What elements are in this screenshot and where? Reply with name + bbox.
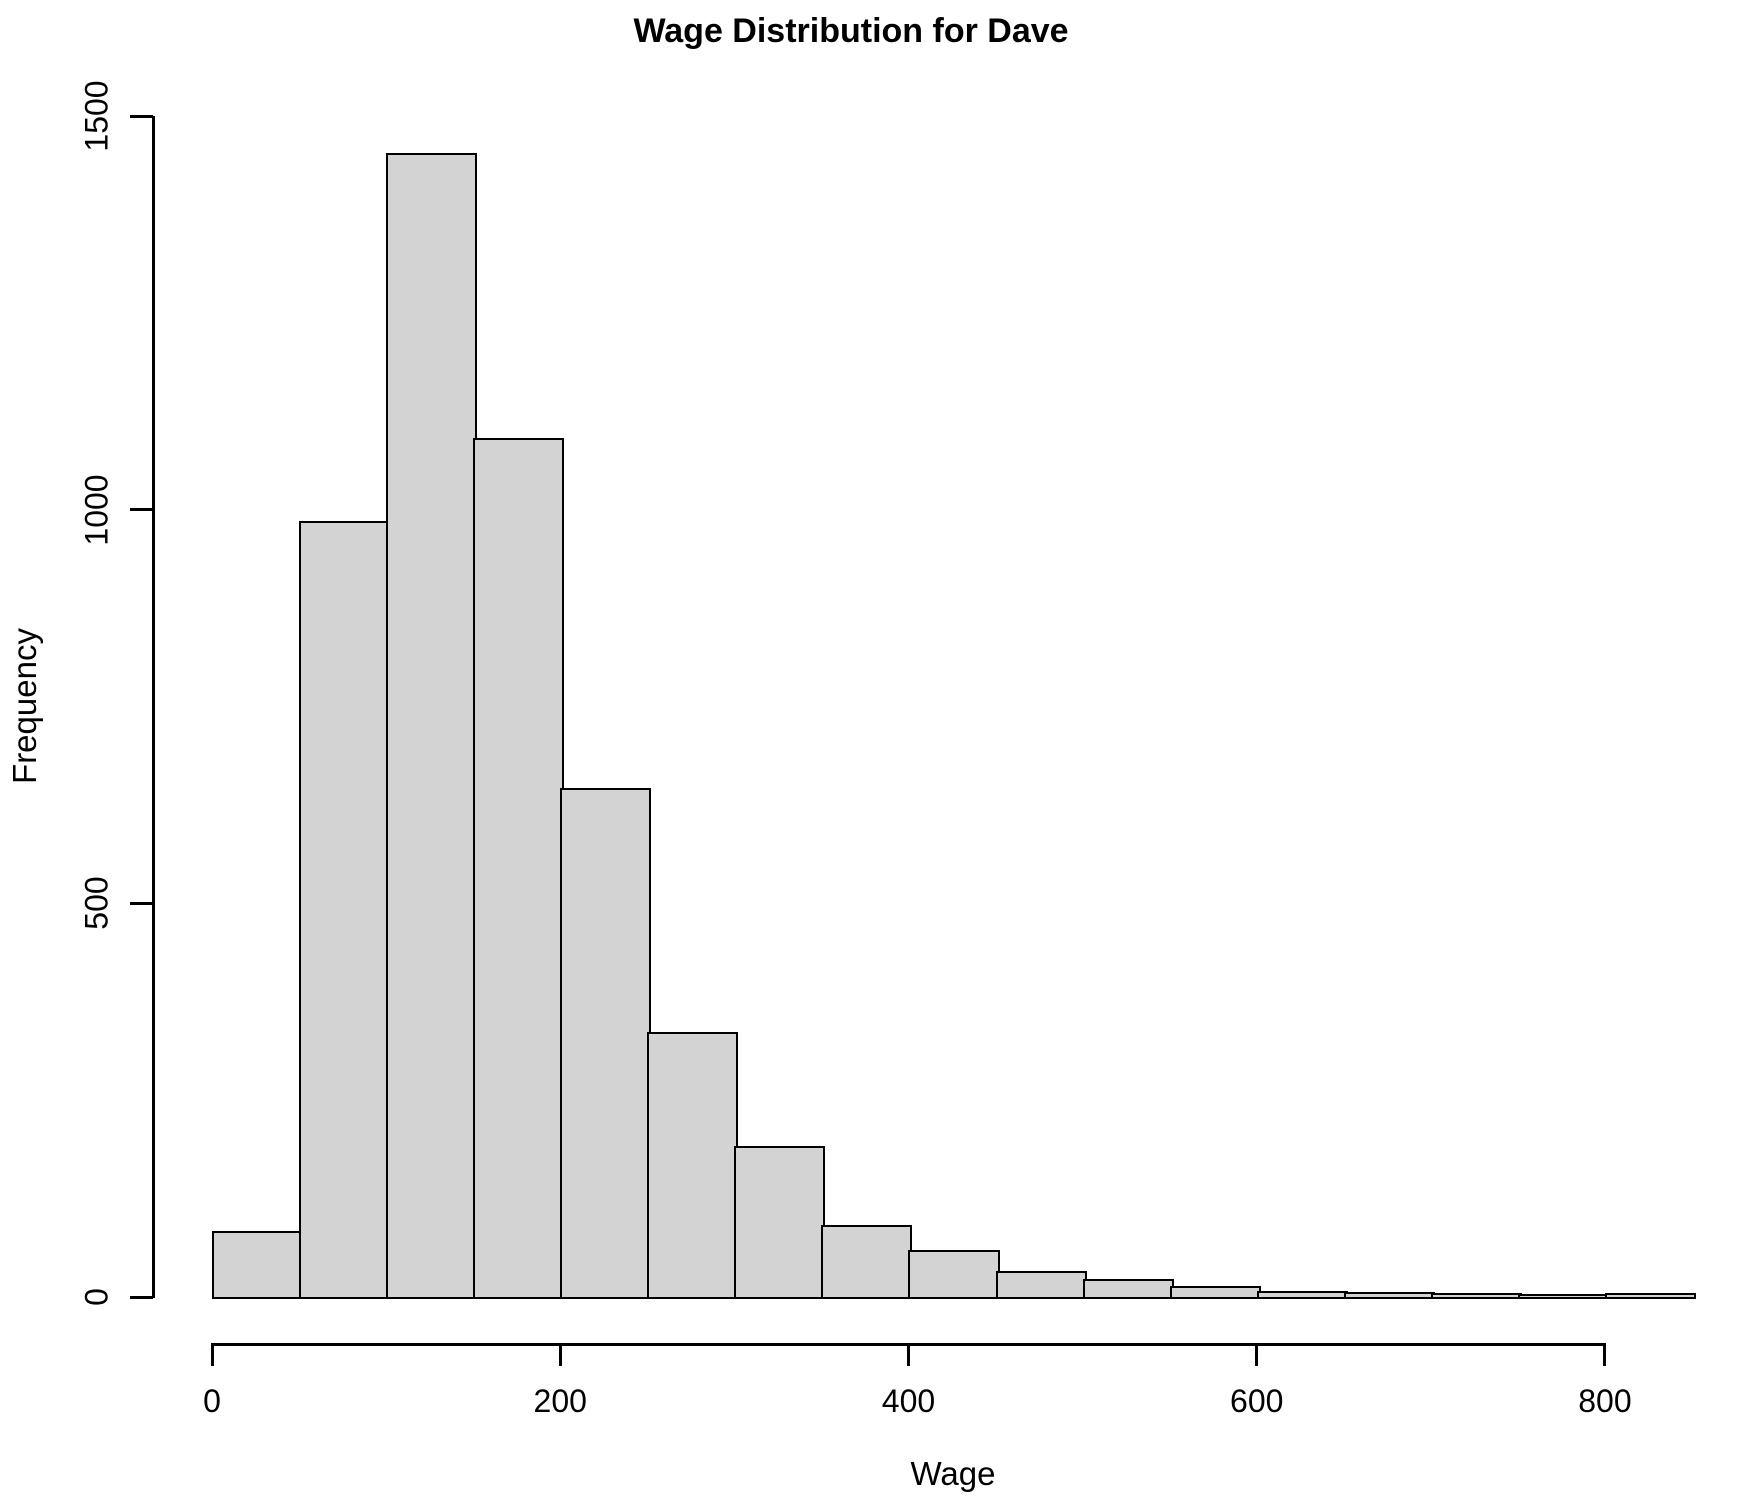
- histogram-bar: [995, 1271, 1087, 1299]
- x-tick-mark: [210, 1343, 214, 1366]
- x-tick-label: 600: [1230, 1383, 1284, 1419]
- y-tick-label: 1500: [78, 80, 115, 152]
- y-tick-mark: [130, 114, 153, 118]
- histogram-bar: [734, 1146, 826, 1299]
- histogram-bar: [386, 153, 478, 1299]
- histogram-bar: [212, 1231, 304, 1299]
- y-tick-mark: [130, 1295, 153, 1299]
- chart-title: Wage Distribution for Dave: [633, 12, 1069, 50]
- histogram-bar: [1430, 1292, 1522, 1299]
- x-tick-label: 200: [533, 1383, 587, 1419]
- x-tick-label: 0: [203, 1383, 221, 1419]
- histogram-bar: [1169, 1286, 1261, 1299]
- histogram-bar: [1604, 1293, 1696, 1299]
- y-tick-mark: [130, 508, 153, 512]
- x-tick-label: 800: [1578, 1383, 1632, 1419]
- y-axis-line: [151, 116, 155, 1299]
- histogram-bar: [1256, 1291, 1348, 1299]
- histogram-bar: [908, 1250, 1000, 1299]
- histogram-bar: [560, 787, 652, 1299]
- y-tick-label: 0: [78, 1288, 115, 1306]
- histogram-bar: [1517, 1294, 1609, 1299]
- y-tick-label: 1000: [78, 474, 115, 546]
- histogram-bar: [473, 437, 565, 1299]
- x-axis-label: Wage: [910, 1455, 996, 1492]
- x-tick-mark: [906, 1343, 910, 1366]
- histogram-bar: [299, 521, 391, 1299]
- histogram-bar: [1082, 1279, 1174, 1299]
- histogram-bar: [1343, 1291, 1435, 1299]
- histogram-bar: [821, 1224, 913, 1299]
- x-tick-mark: [1603, 1343, 1607, 1366]
- y-tick-label: 500: [78, 876, 115, 931]
- histogram-bar: [647, 1032, 739, 1299]
- y-tick-mark: [130, 901, 153, 905]
- y-axis-label: Frequency: [6, 628, 43, 784]
- x-tick-label: 400: [881, 1383, 936, 1419]
- x-tick-mark: [1255, 1343, 1259, 1366]
- x-tick-mark: [558, 1343, 562, 1366]
